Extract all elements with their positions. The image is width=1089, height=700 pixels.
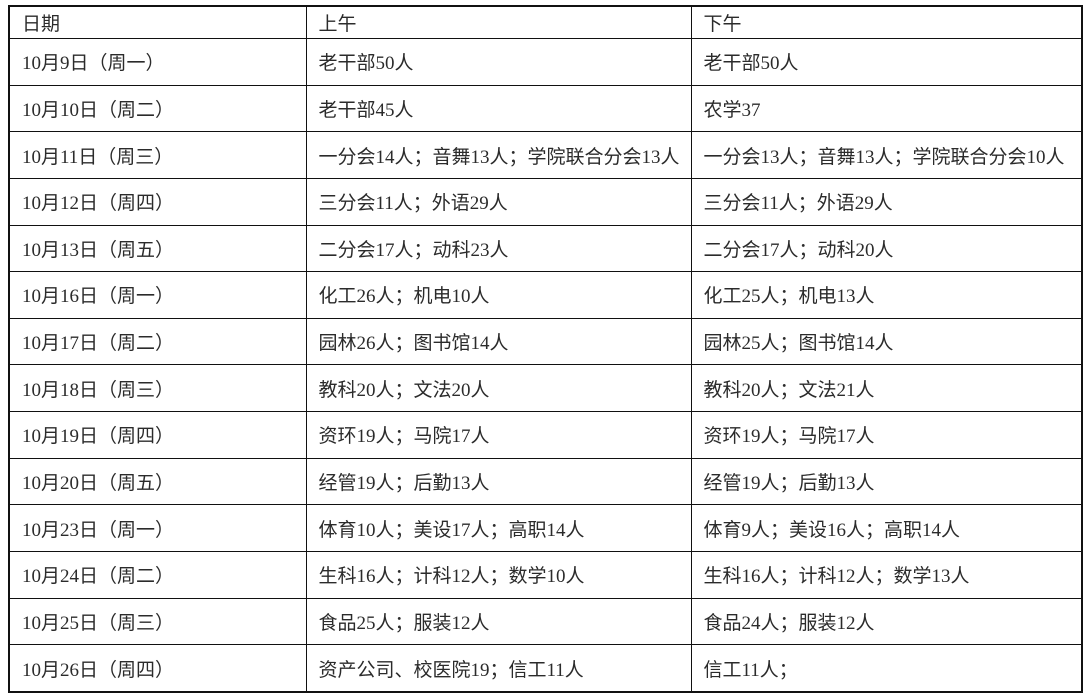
morning-cell: 教科20人；文法20人 <box>305 364 692 412</box>
morning-cell: 园林26人；图书馆14人 <box>305 317 692 366</box>
afternoon-cell: 老干部50人 <box>690 38 1083 86</box>
morning-cell: 生科16人；计科12人；数学10人 <box>305 550 692 599</box>
date-cell: 10月26日（周四） <box>8 644 307 693</box>
afternoon-cell: 园林25人；图书馆14人 <box>690 317 1083 366</box>
date-cell: 10月24日（周二） <box>8 550 307 599</box>
table-row: 10月17日（周二） 园林26人；图书馆14人 园林25人；图书馆14人 <box>8 317 1083 366</box>
table-row: 10月12日（周四） 三分会11人；外语29人 三分会11人；外语29人 <box>8 177 1083 226</box>
afternoon-cell: 资环19人；马院17人 <box>690 411 1083 459</box>
table-body: 10月9日（周一） 老干部50人 老干部50人 10月10日（周二） 老干部45… <box>8 38 1083 693</box>
afternoon-cell: 生科16人；计科12人；数学13人 <box>690 550 1083 599</box>
table-row: 10月18日（周三） 教科20人；文法20人 教科20人；文法21人 <box>8 364 1083 412</box>
date-cell: 10月12日（周四） <box>8 177 307 226</box>
morning-cell: 资产公司、校医院19；信工11人 <box>305 644 692 693</box>
afternoon-cell: 化工25人；机电13人 <box>690 271 1083 319</box>
date-cell: 10月23日（周一） <box>8 504 307 552</box>
table-row: 10月10日（周二） 老干部45人 农学37 <box>8 84 1083 133</box>
morning-cell: 体育10人；美设17人；高职14人 <box>305 504 692 552</box>
table-row: 10月20日（周五） 经管19人；后勤13人 经管19人；后勤13人 <box>8 457 1083 506</box>
attendance-schedule-table: 日期 上午 下午 10月9日（周一） 老干部50人 老干部50人 10月10日（… <box>8 5 1083 693</box>
afternoon-cell: 食品24人；服装12人 <box>690 597 1083 646</box>
column-header-morning: 上午 <box>305 5 692 39</box>
date-cell: 10月16日（周一） <box>8 271 307 319</box>
morning-cell: 一分会14人；音舞13人；学院联合分会13人 <box>305 131 692 179</box>
table-row: 10月19日（周四） 资环19人；马院17人 资环19人；马院17人 <box>8 411 1083 459</box>
column-header-date: 日期 <box>8 5 307 39</box>
afternoon-cell: 经管19人；后勤13人 <box>690 457 1083 506</box>
morning-cell: 二分会17人；动科23人 <box>305 224 692 273</box>
afternoon-cell: 一分会13人；音舞13人；学院联合分会10人 <box>690 131 1083 179</box>
date-cell: 10月9日（周一） <box>8 38 307 86</box>
afternoon-cell: 三分会11人；外语29人 <box>690 177 1083 226</box>
morning-cell: 经管19人；后勤13人 <box>305 457 692 506</box>
table-row: 10月9日（周一） 老干部50人 老干部50人 <box>8 38 1083 86</box>
afternoon-cell: 农学37 <box>690 84 1083 133</box>
date-cell: 10月18日（周三） <box>8 364 307 412</box>
date-cell: 10月19日（周四） <box>8 411 307 459</box>
column-header-afternoon: 下午 <box>690 5 1083 39</box>
table-row: 10月24日（周二） 生科16人；计科12人；数学10人 生科16人；计科12人… <box>8 550 1083 599</box>
date-cell: 10月13日（周五） <box>8 224 307 273</box>
afternoon-cell: 体育9人；美设16人；高职14人 <box>690 504 1083 552</box>
morning-cell: 三分会11人；外语29人 <box>305 177 692 226</box>
afternoon-cell: 教科20人；文法21人 <box>690 364 1083 412</box>
date-cell: 10月17日（周二） <box>8 317 307 366</box>
morning-cell: 老干部45人 <box>305 84 692 133</box>
header-row: 日期 上午 下午 <box>8 5 1083 39</box>
table-row: 10月25日（周三） 食品25人；服装12人 食品24人；服装12人 <box>8 597 1083 646</box>
table-row: 10月13日（周五） 二分会17人；动科23人 二分会17人；动科20人 <box>8 224 1083 273</box>
date-cell: 10月11日（周三） <box>8 131 307 179</box>
morning-cell: 资环19人；马院17人 <box>305 411 692 459</box>
date-cell: 10月10日（周二） <box>8 84 307 133</box>
date-cell: 10月20日（周五） <box>8 457 307 506</box>
table-row: 10月26日（周四） 资产公司、校医院19；信工11人 信工11人； <box>8 644 1083 693</box>
afternoon-cell: 信工11人； <box>690 644 1083 693</box>
morning-cell: 老干部50人 <box>305 38 692 86</box>
afternoon-cell: 二分会17人；动科20人 <box>690 224 1083 273</box>
morning-cell: 食品25人；服装12人 <box>305 597 692 646</box>
table-row: 10月11日（周三） 一分会14人；音舞13人；学院联合分会13人 一分会13人… <box>8 131 1083 179</box>
morning-cell: 化工26人；机电10人 <box>305 271 692 319</box>
date-cell: 10月25日（周三） <box>8 597 307 646</box>
table-row: 10月23日（周一） 体育10人；美设17人；高职14人 体育9人；美设16人；… <box>8 504 1083 552</box>
table-row: 10月16日（周一） 化工26人；机电10人 化工25人；机电13人 <box>8 271 1083 319</box>
